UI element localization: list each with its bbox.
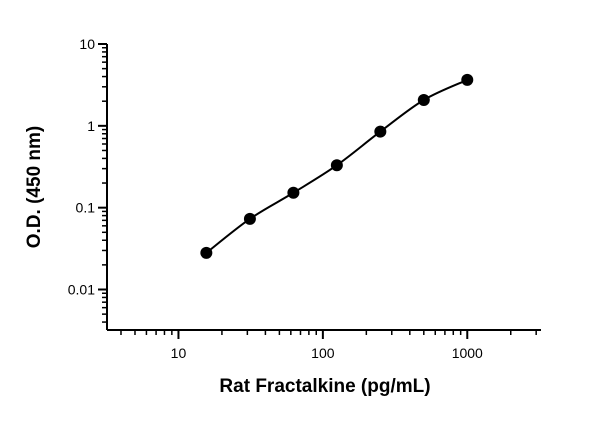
data-point bbox=[417, 93, 430, 106]
data-point bbox=[243, 212, 256, 225]
data-point bbox=[374, 125, 387, 138]
y-tick-label: 1 bbox=[87, 118, 95, 134]
y-axis-title: O.D. (450 nm) bbox=[24, 126, 45, 248]
data-point bbox=[461, 73, 474, 86]
x-tick-label: 10 bbox=[171, 345, 187, 361]
y-tick-label: 0.1 bbox=[76, 200, 96, 216]
data-point bbox=[287, 186, 300, 199]
data-point bbox=[330, 159, 343, 172]
y-tick-label: 10 bbox=[79, 36, 95, 52]
y-tick-label: 0.01 bbox=[68, 282, 95, 298]
x-tick-label: 100 bbox=[311, 345, 335, 361]
data-point bbox=[200, 246, 213, 259]
x-axis-title: Rat Fractalkine (pg/mL) bbox=[219, 376, 430, 397]
x-tick-label: 1000 bbox=[452, 345, 483, 361]
